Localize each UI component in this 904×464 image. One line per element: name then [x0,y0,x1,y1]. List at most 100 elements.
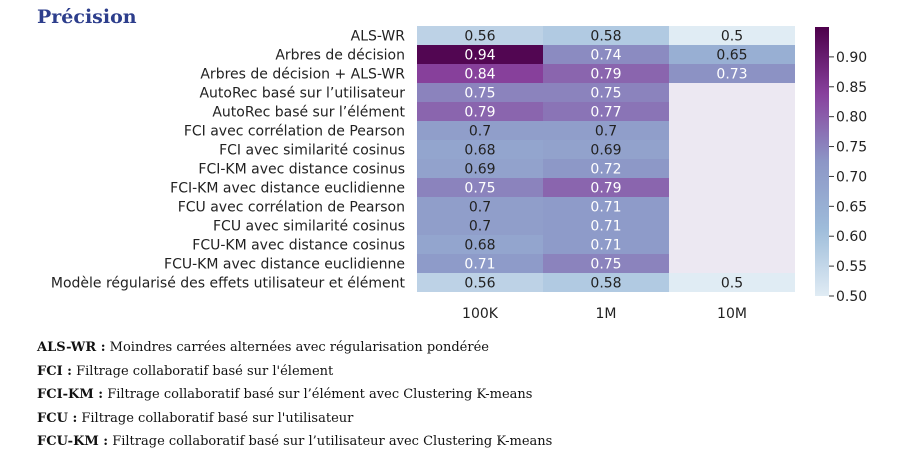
colorbar-tick-label: 0.50 [836,289,867,305]
heatmap-cell [669,45,795,64]
cell-value-label: 0.79 [464,105,495,121]
legend-item: FCI-KM : Filtrage collaboratif basé sur … [37,383,552,407]
abbreviation-legend: ALS-WR : Moindres carrées alternées avec… [37,336,552,454]
row-label: FCU-KM avec distance cosinus [192,238,405,254]
cell-value-label: 0.72 [590,162,621,178]
legend-definition: Filtrage collaboratif basé sur l'élement [71,363,334,379]
cell-value-label: 0.68 [464,238,495,254]
heatmap-cell [543,45,669,64]
row-label: FCU-KM avec distance euclidienne [164,257,405,273]
cell-value-label: 0.5 [721,29,743,45]
legend-item: FCU : Filtrage collaboratif basé sur l'u… [37,407,552,431]
cell-value-label: 0.56 [464,276,495,292]
heatmap-cell [669,140,795,159]
cell-value-label: 0.74 [590,48,621,64]
heatmap-cell [543,273,669,292]
heatmap-cell [543,64,669,83]
cell-value-label: 0.69 [590,143,621,159]
cell-value-label: 0.75 [464,86,495,102]
row-label: FCI-KM avec distance cosinus [198,162,405,178]
heatmap-cell [543,235,669,254]
cell-value-label: 0.75 [590,257,621,273]
cell-value-label: 0.77 [590,105,621,121]
cell-value-label: 0.58 [590,276,621,292]
heatmap-cell [669,216,795,235]
heatmap-cell [543,178,669,197]
page-title: Précision [37,6,137,28]
heatmap-cell [669,64,795,83]
legend-abbreviation: FCU-KM : [37,434,109,449]
heatmap-cell [543,121,669,140]
row-label: FCU avec similarité cosinus [213,219,405,235]
heatmap-cell [417,121,543,140]
cell-value-label: 0.65 [716,48,747,64]
row-label: FCI avec corrélation de Pearson [184,124,405,140]
cell-value-label: 0.7 [595,124,617,140]
heatmap-cell [669,197,795,216]
colorbar [815,27,829,296]
row-label: ALS-WR [351,29,406,45]
heatmap-cell [543,102,669,121]
heatmap-cell [669,26,795,45]
cell-value-label: 0.71 [464,257,495,273]
colorbar-tick-label: 0.80 [836,110,867,126]
cell-value-label: 0.56 [464,29,495,45]
legend-definition: Filtrage collaboratif basé sur l’élément… [103,387,533,402]
heatmap-cell [543,83,669,102]
cell-value-label: 0.79 [590,181,621,197]
cell-value-label: 0.71 [590,219,621,235]
heatmap-cell [417,83,543,102]
row-label: FCI avec similarité cosinus [219,143,405,159]
heatmap-cell [417,235,543,254]
cell-value-label: 0.7 [469,219,491,235]
cell-value-label: 0.71 [590,200,621,216]
heatmap-cell [417,159,543,178]
heatmap-cell [417,140,543,159]
heatmap-cell [417,64,543,83]
row-label: FCU avec corrélation de Pearson [178,200,405,216]
column-label: 10M [717,306,747,322]
heatmap-cell [543,140,669,159]
heatmap-cell [417,102,543,121]
cell-value-label: 0.5 [721,276,743,292]
heatmap-cell [417,254,543,273]
legend-abbreviation: ALS-WR : [37,340,106,355]
legend-abbreviation: FCI : [37,363,72,379]
heatmap-cell [669,159,795,178]
cell-value-label: 0.7 [469,200,491,216]
heatmap-cell [417,26,543,45]
heatmap-cell [669,254,795,273]
colorbar-tick-label: 0.65 [836,199,867,215]
cell-value-label: 0.73 [716,67,747,83]
heatmap-cell [417,216,543,235]
legend-abbreviation: FCU : [37,410,78,426]
cell-value-label: 0.71 [590,238,621,254]
heatmap-cell [543,159,669,178]
row-label: AutoRec basé sur l’élément [212,105,405,121]
legend-definition: Filtrage collaboratif basé sur l’utilisa… [108,434,553,449]
heatmap-cell [543,254,669,273]
colorbar-tick-label: 0.75 [836,140,867,156]
legend-item: FCI : Filtrage collaboratif basé sur l'é… [37,360,552,384]
legend-definition: Filtrage collaboratif basé sur l'utilisa… [77,410,354,426]
row-label: FCI-KM avec distance euclidienne [170,181,405,197]
colorbar-tick-label: 0.60 [836,229,867,245]
heatmap-cell [417,45,543,64]
heatmap-chart: 0.56 0.58 0.5 0.94 0.74 0.65 0.84 0.79 0.73 0.75 0… [51,26,867,322]
colorbar-tick-label: 0.70 [836,169,867,185]
cell-value-label: 0.79 [590,67,621,83]
row-label: Arbres de décision [275,48,405,64]
cell-value-label: 0.94 [464,48,495,64]
heatmap-cell [543,26,669,45]
heatmap-cell [669,235,795,254]
heatmap-cell [669,273,795,292]
cell-value-label: 0.58 [590,29,621,45]
heatmap-cell [543,197,669,216]
row-label: AutoRec basé sur l’utilisateur [199,86,405,102]
column-label: 100K [462,306,499,322]
heatmap-cell [417,273,543,292]
heatmap-cell [543,216,669,235]
colorbar-tick-label: 0.55 [836,259,867,275]
legend-definition: Moindres carrées alternées avec régulari… [105,340,489,355]
legend-item: FCU-KM : Filtrage collaboratif basé sur … [37,430,552,454]
